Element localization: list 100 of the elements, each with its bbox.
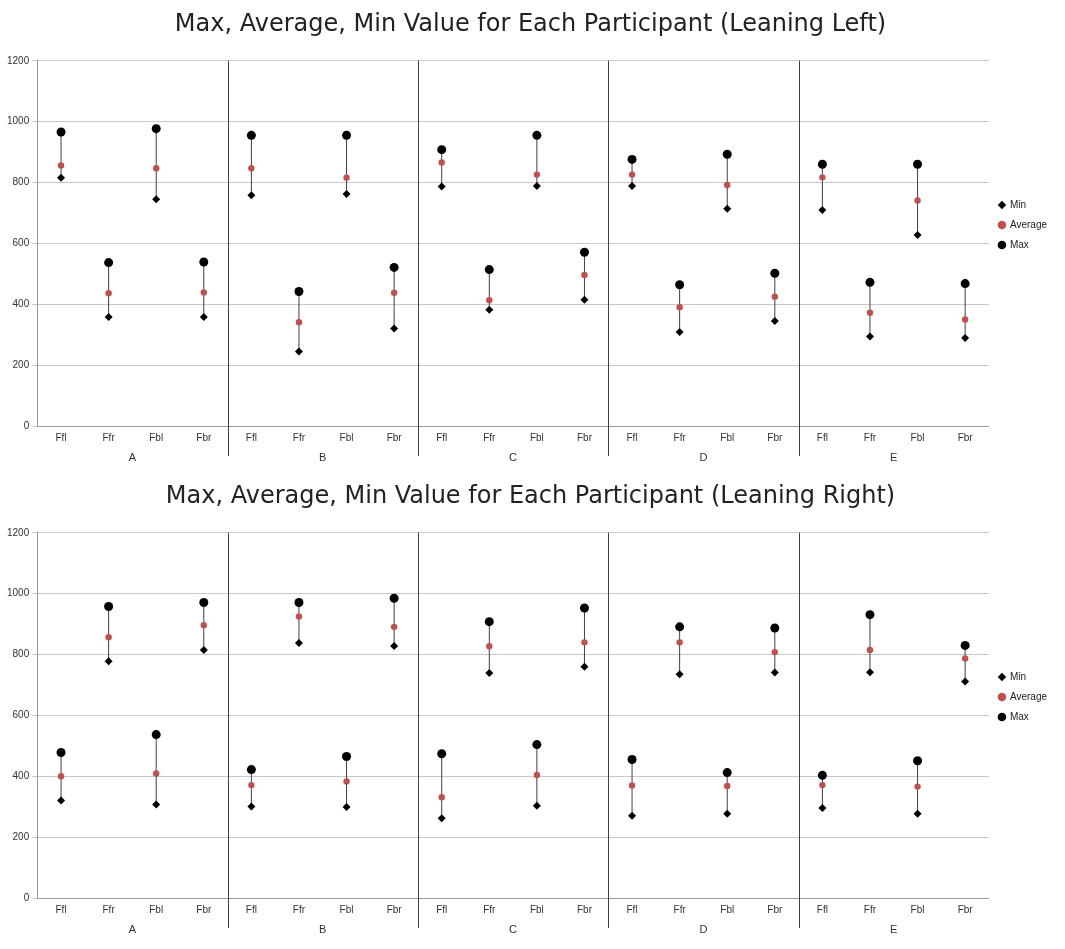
x-tick-label: Ffr bbox=[863, 903, 877, 915]
point bbox=[484, 265, 494, 275]
x-tick-label: Ffl bbox=[816, 903, 828, 915]
x-tick-label: Ffr bbox=[673, 903, 687, 915]
point bbox=[199, 313, 208, 322]
x-tick-label: Ffl bbox=[626, 431, 638, 443]
y-tick-label: 1000 bbox=[7, 587, 30, 599]
point bbox=[485, 669, 494, 678]
x-tick-label: Fbr bbox=[576, 903, 593, 915]
x-tick-label: Ffl bbox=[245, 903, 257, 915]
x-tick-label: Ffl bbox=[245, 431, 257, 443]
x-tick-label: Fbr bbox=[576, 431, 593, 443]
legend-label: Average bbox=[1009, 218, 1048, 230]
point bbox=[961, 316, 969, 323]
x-tick-label: Fbl bbox=[720, 903, 735, 915]
x-tick-label: Fbl bbox=[910, 431, 925, 443]
y-tick-label: 1000 bbox=[7, 115, 30, 127]
text: B bbox=[319, 922, 327, 935]
point bbox=[818, 803, 827, 812]
point bbox=[153, 165, 160, 172]
point bbox=[961, 655, 969, 662]
x-tick-label: Ffr bbox=[102, 431, 116, 443]
point bbox=[57, 162, 65, 169]
y-tick-label: 400 bbox=[12, 770, 30, 782]
point bbox=[960, 640, 970, 650]
point bbox=[865, 332, 874, 341]
x-tick-label: Ffl bbox=[436, 903, 448, 915]
point bbox=[724, 181, 731, 189]
point bbox=[627, 755, 637, 765]
point bbox=[722, 768, 732, 778]
y-tick-label: 600 bbox=[12, 237, 30, 249]
point bbox=[343, 778, 350, 785]
point bbox=[628, 811, 637, 820]
x-tick-label: Ffr bbox=[292, 431, 306, 443]
point bbox=[389, 593, 399, 603]
point bbox=[438, 159, 445, 166]
point bbox=[200, 289, 207, 296]
point bbox=[675, 280, 685, 290]
point bbox=[104, 657, 113, 666]
point bbox=[438, 794, 445, 801]
point bbox=[152, 195, 161, 204]
x-tick-label: Fbl bbox=[529, 903, 544, 915]
point bbox=[770, 668, 779, 677]
point bbox=[56, 748, 66, 758]
point bbox=[818, 205, 827, 214]
x-tick-label: Fbl bbox=[339, 903, 354, 915]
point bbox=[246, 130, 256, 140]
y-tick-label: 200 bbox=[12, 830, 30, 842]
legend-label: Average bbox=[1009, 690, 1048, 702]
y-tick-label: 1200 bbox=[7, 54, 30, 66]
point bbox=[914, 783, 921, 790]
text: C bbox=[509, 922, 518, 935]
point bbox=[865, 277, 875, 287]
x-tick-label: Ffl bbox=[816, 431, 828, 443]
text: C bbox=[509, 450, 518, 463]
point bbox=[771, 293, 779, 300]
x-tick-label: Ffr bbox=[673, 431, 687, 443]
point bbox=[57, 796, 66, 805]
chart-title: Max, Average, Min Value for Each Participant (Leaning Left) bbox=[174, 8, 887, 37]
y-tick-label: 1200 bbox=[7, 526, 30, 538]
point bbox=[533, 171, 541, 178]
point bbox=[294, 286, 304, 296]
point bbox=[675, 670, 684, 679]
point bbox=[57, 773, 65, 780]
x-tick-label: Ffl bbox=[436, 431, 448, 443]
legend-label: Max bbox=[1009, 238, 1029, 250]
point bbox=[294, 638, 303, 647]
x-tick-label: Ffr bbox=[483, 431, 497, 443]
point bbox=[533, 771, 541, 779]
point bbox=[390, 324, 399, 333]
point bbox=[246, 765, 256, 775]
point bbox=[486, 643, 493, 650]
x-tick-label: Ffr bbox=[102, 903, 116, 915]
point bbox=[770, 268, 780, 278]
point bbox=[628, 181, 637, 190]
x-tick-label: Fbr bbox=[386, 431, 403, 443]
point bbox=[104, 258, 114, 268]
point bbox=[294, 347, 303, 356]
point bbox=[770, 623, 780, 633]
x-tick-label: Fbr bbox=[196, 903, 212, 915]
point bbox=[675, 327, 684, 336]
point bbox=[532, 130, 542, 140]
point bbox=[914, 197, 921, 204]
point bbox=[771, 648, 779, 656]
x-tick-label: Fbl bbox=[529, 431, 544, 443]
point bbox=[865, 668, 874, 677]
point bbox=[961, 677, 970, 686]
point bbox=[961, 334, 970, 343]
point bbox=[343, 174, 350, 181]
x-tick-label: Fbr bbox=[957, 431, 974, 443]
point bbox=[628, 171, 636, 178]
point bbox=[579, 247, 589, 257]
point bbox=[913, 230, 922, 239]
x-tick-label: Ffr bbox=[863, 431, 877, 443]
point bbox=[532, 801, 541, 810]
point bbox=[105, 633, 112, 641]
point bbox=[342, 130, 352, 140]
legend-label: Min bbox=[1009, 670, 1027, 682]
point bbox=[437, 749, 447, 759]
point bbox=[675, 622, 685, 632]
